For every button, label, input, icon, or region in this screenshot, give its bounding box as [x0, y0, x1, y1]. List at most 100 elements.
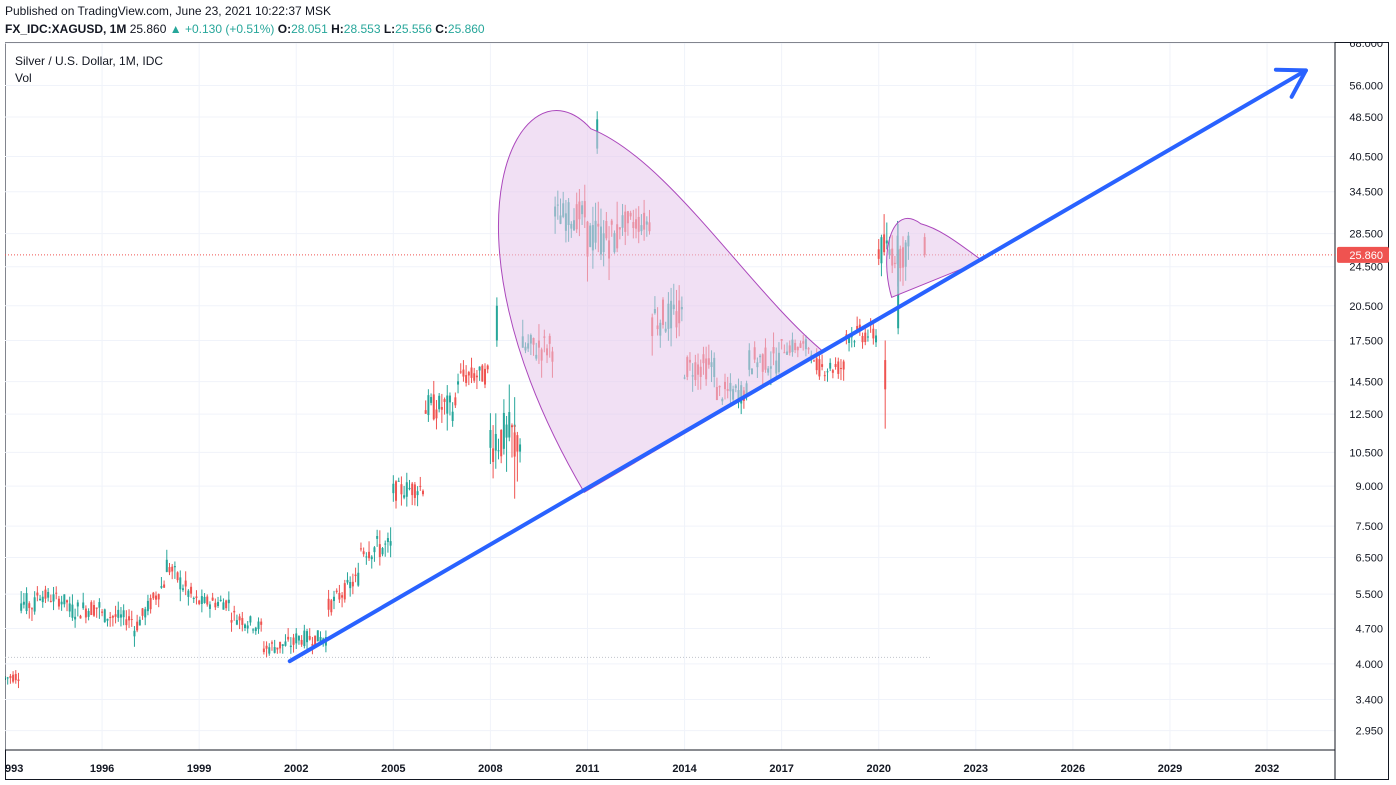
- candle-body: [117, 609, 120, 618]
- candle-body: [427, 395, 430, 416]
- y-tick-label: 12.500: [1349, 409, 1383, 421]
- legend-vol: Vol: [15, 71, 32, 85]
- candle-body: [84, 608, 87, 618]
- candle-body: [440, 406, 443, 410]
- candle-body: [330, 600, 333, 613]
- candle-body: [141, 608, 144, 616]
- candle-body: [125, 619, 128, 626]
- candle-body: [875, 335, 878, 343]
- candle-body: [861, 335, 864, 343]
- candle-body: [184, 580, 187, 587]
- candle-body: [268, 647, 271, 654]
- candle-body: [63, 594, 66, 605]
- open-value: 28.051: [291, 22, 328, 36]
- candle-body: [173, 566, 176, 568]
- last-price-tag-label: 25.860: [1349, 250, 1383, 262]
- candle-body: [839, 367, 842, 369]
- candle-body: [335, 590, 338, 592]
- candle-body: [144, 609, 147, 618]
- candle-body: [510, 425, 513, 428]
- candle-body: [837, 361, 840, 374]
- candle-body: [14, 674, 17, 681]
- candle-body: [270, 642, 273, 644]
- candle-body: [397, 480, 400, 482]
- candle-body: [486, 365, 489, 370]
- candle-body: [492, 448, 495, 462]
- candle-body: [273, 647, 276, 653]
- candle-body: [495, 305, 498, 341]
- candle-body: [303, 630, 306, 647]
- candle-body: [114, 614, 117, 617]
- candle-body: [260, 621, 263, 625]
- candle-body: [252, 629, 255, 631]
- candle-body: [475, 375, 478, 378]
- low-label: L:: [383, 22, 396, 36]
- candle-body: [12, 674, 15, 682]
- candle-body: [376, 536, 379, 539]
- candle-body: [834, 364, 837, 367]
- candle-body: [176, 572, 179, 581]
- legend-title: Silver / U.S. Dollar, 1M, IDC: [15, 54, 164, 68]
- candle-body: [432, 394, 435, 420]
- candle-body: [66, 600, 69, 603]
- candle-body: [494, 433, 497, 451]
- y-tick-label: 48.500: [1349, 112, 1383, 124]
- candle-body: [519, 444, 522, 452]
- candle-body: [400, 484, 403, 495]
- y-tick-label: 17.500: [1349, 335, 1383, 347]
- x-tick-label: 2014: [672, 763, 697, 775]
- candle-body: [233, 610, 236, 613]
- candle-body: [90, 602, 93, 616]
- candle-body: [823, 375, 826, 377]
- candle-body: [311, 643, 314, 646]
- candle-body: [208, 604, 211, 609]
- candle-body: [349, 582, 352, 589]
- candle-body: [6, 677, 9, 679]
- candle-body: [818, 359, 821, 377]
- candle-body: [880, 237, 883, 264]
- y-tick-label: 10.500: [1349, 447, 1383, 459]
- close-value: 25.860: [447, 22, 485, 36]
- candle-body: [44, 589, 47, 599]
- candle-body: [856, 326, 859, 331]
- price-chart[interactable]: 68.000 56.000 48.500 40.500 34.500 28.500 24.5…: [5, 42, 1389, 780]
- candle-body: [22, 601, 25, 605]
- candle-body: [225, 600, 228, 609]
- candle-body: [28, 603, 31, 609]
- candle-body: [448, 395, 451, 403]
- y-tick-label: 56.000: [1349, 81, 1383, 93]
- candle-body: [9, 675, 12, 679]
- y-tick-label: 40.500: [1349, 152, 1383, 164]
- symbol-label: FX_IDC:XAGUSD, 1M: [5, 22, 127, 36]
- candle-body: [481, 365, 484, 382]
- candle-body: [497, 450, 500, 452]
- candle-body: [395, 481, 398, 501]
- candle-body: [462, 369, 465, 377]
- candle-body: [513, 432, 516, 457]
- y-tick-label: 4.700: [1355, 624, 1383, 636]
- candle-body: [872, 328, 875, 339]
- y-tick-label: 34.500: [1349, 187, 1383, 199]
- candle-body: [826, 371, 829, 373]
- candle-body: [39, 598, 42, 601]
- candle-body: [470, 367, 473, 378]
- candle-body: [500, 429, 503, 457]
- candle-body: [181, 588, 184, 590]
- y-tick-label: 4.000: [1355, 659, 1383, 671]
- x-tick-label: 993: [5, 763, 23, 775]
- candle-body: [68, 603, 71, 612]
- candle-body: [149, 598, 152, 610]
- y-tick-label: 68.000: [1349, 42, 1383, 50]
- close-label: C:: [435, 22, 448, 36]
- x-tick-label: 2029: [1158, 763, 1182, 775]
- candle-body: [160, 586, 163, 588]
- candle-body: [128, 616, 131, 621]
- candle-body: [92, 605, 95, 616]
- candle-body: [314, 635, 317, 646]
- candle-body: [49, 600, 52, 602]
- candle-body: [55, 592, 58, 594]
- candle-body: [171, 566, 174, 572]
- candle-body: [454, 397, 457, 406]
- candle-body: [244, 624, 247, 629]
- candle-body: [405, 482, 408, 497]
